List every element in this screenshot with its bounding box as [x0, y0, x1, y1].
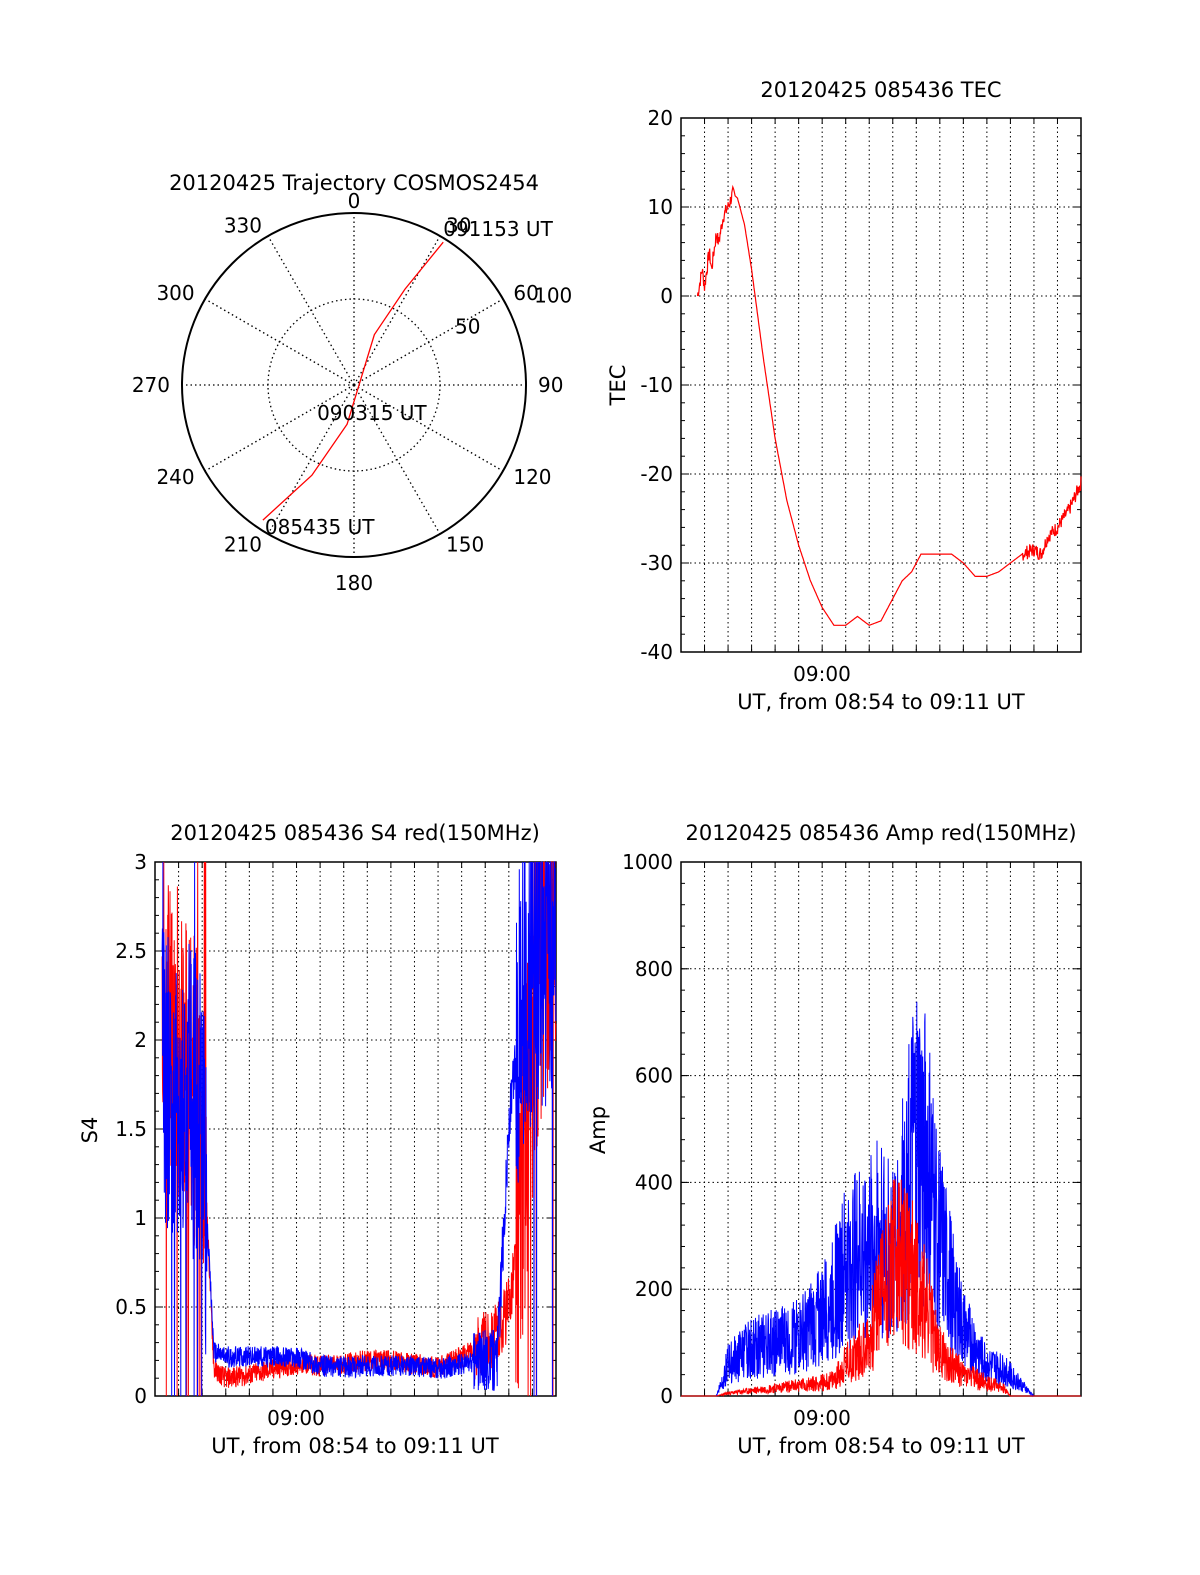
polar-radial-labels: 50 100 — [455, 283, 572, 338]
polar-angle-label: 90 — [538, 373, 563, 397]
polar-time-annotations: 085435 UT 090315 UT 091153 UT — [265, 217, 554, 539]
polar-time-annotation: 091153 UT — [443, 217, 553, 241]
amp-frame — [680, 861, 1082, 1397]
amp-ytick-label: 400 — [635, 1170, 673, 1194]
tec-ytick-label: -30 — [640, 551, 673, 575]
tec-chart: 20120425 085436 TEC TEC UT, from 08:54 t… — [606, 78, 1082, 714]
polar-time-annotation: 085435 UT — [265, 515, 375, 539]
amp-series-blue — [681, 1001, 1081, 1398]
tec-series-line — [696, 184, 1082, 627]
polar-grid-spoke — [353, 384, 441, 535]
polar-angle-labels: 0 30 60 90 120 150 180 210 240 270 300 330 — [132, 189, 564, 595]
polar-angle-label: 120 — [513, 465, 551, 489]
polar-trajectory-series — [262, 241, 444, 521]
tec-xtick-label: 09:00 — [793, 662, 851, 686]
amp-series-red — [681, 1179, 1081, 1398]
s4-chart: 20120425 085436 S4 red(150MHz) S4 UT, fr… — [78, 821, 557, 1458]
tec-ytick-label: -20 — [640, 462, 673, 486]
polar-angle-label: 300 — [156, 281, 194, 305]
polar-radial-label: 50 — [455, 315, 480, 339]
polar-grid-spoke — [353, 384, 504, 472]
amp-xlabel: UT, from 08:54 to 09:11 UT — [737, 1434, 1025, 1458]
amp-plot-area: 0 200 400 600 800 1000 — [622, 850, 1082, 1408]
polar-trajectory-line — [262, 241, 444, 521]
s4-ytick-label: 3 — [134, 850, 147, 874]
polar-angle-label: 0 — [348, 189, 361, 213]
polar-grid-spoke — [204, 298, 355, 386]
tec-ytick-label: -10 — [640, 373, 673, 397]
s4-ytick-label: 0.5 — [115, 1295, 147, 1319]
amp-chart: 20120425 085436 Amp red(150MHz) Amp UT, … — [586, 821, 1082, 1458]
polar-angle-label: 180 — [335, 571, 373, 595]
polar-angle-label: 270 — [132, 373, 170, 397]
amp-ytick-label: 1000 — [622, 850, 673, 874]
tec-frame — [680, 117, 1082, 653]
amp-ytick-label: 200 — [635, 1277, 673, 1301]
polar-grid-spoke — [267, 384, 355, 535]
tec-xlabel: UT, from 08:54 to 09:11 UT — [737, 690, 1025, 714]
tec-ylabel: TEC — [606, 365, 630, 407]
s4-ytick-label: 2 — [134, 1028, 147, 1052]
polar-time-annotation: 090315 UT — [317, 401, 427, 425]
s4-ytick-label: 1.5 — [115, 1117, 147, 1141]
polar-angle-label: 210 — [224, 532, 262, 556]
s4-ytick-label: 0 — [134, 1384, 147, 1408]
polar-grid-spoke — [267, 235, 355, 386]
s4-title: 20120425 085436 S4 red(150MHz) — [170, 821, 540, 845]
polar-angle-label: 330 — [224, 214, 262, 238]
s4-frame — [154, 861, 557, 1397]
amp-title: 20120425 085436 Amp red(150MHz) — [685, 821, 1076, 845]
amp-ytick-label: 600 — [635, 1064, 673, 1088]
tec-ytick-label: 0 — [660, 284, 673, 308]
amp-ytick-label: 0 — [660, 1384, 673, 1408]
polar-angle-label: 150 — [446, 532, 484, 556]
s4-xtick-label: 09:00 — [267, 1406, 325, 1430]
s4-plot-area: 0 0.5 1 1.5 2 2.5 3 — [115, 850, 557, 1408]
polar-title: 20120425 Trajectory COSMOS2454 — [169, 171, 539, 195]
polar-angle-label: 30 — [446, 214, 471, 238]
tec-plot-area: -40 -30 -20 -10 0 10 20 — [640, 106, 1082, 664]
polar-grid — [181, 212, 527, 558]
s4-series-blue — [161, 861, 557, 1397]
polar-grid-spoke — [353, 298, 504, 386]
polar-radial-label: 100 — [534, 283, 572, 307]
tec-ytick-label: 10 — [648, 195, 673, 219]
s4-ytick-label: 2.5 — [115, 939, 147, 963]
tec-title: 20120425 085436 TEC — [760, 78, 1001, 102]
s4-ytick-label: 1 — [134, 1206, 147, 1230]
tec-ytick-label: -40 — [640, 640, 673, 664]
s4-xlabel: UT, from 08:54 to 09:11 UT — [211, 1434, 499, 1458]
polar-grid-spoke — [204, 384, 355, 472]
amp-ytick-label: 800 — [635, 957, 673, 981]
polar-grid-spoke — [353, 235, 441, 386]
polar-angle-label: 240 — [156, 465, 194, 489]
polar-trajectory-chart: 20120425 Trajectory COSMOS2454 0 30 60 90 12… — [132, 171, 572, 595]
amp-ylabel: Amp — [586, 1106, 610, 1154]
tec-ytick-label: 20 — [648, 106, 673, 130]
polar-angle-label: 60 — [513, 281, 538, 305]
amp-xtick-label: 09:00 — [793, 1406, 851, 1430]
s4-ylabel: S4 — [78, 1117, 102, 1144]
